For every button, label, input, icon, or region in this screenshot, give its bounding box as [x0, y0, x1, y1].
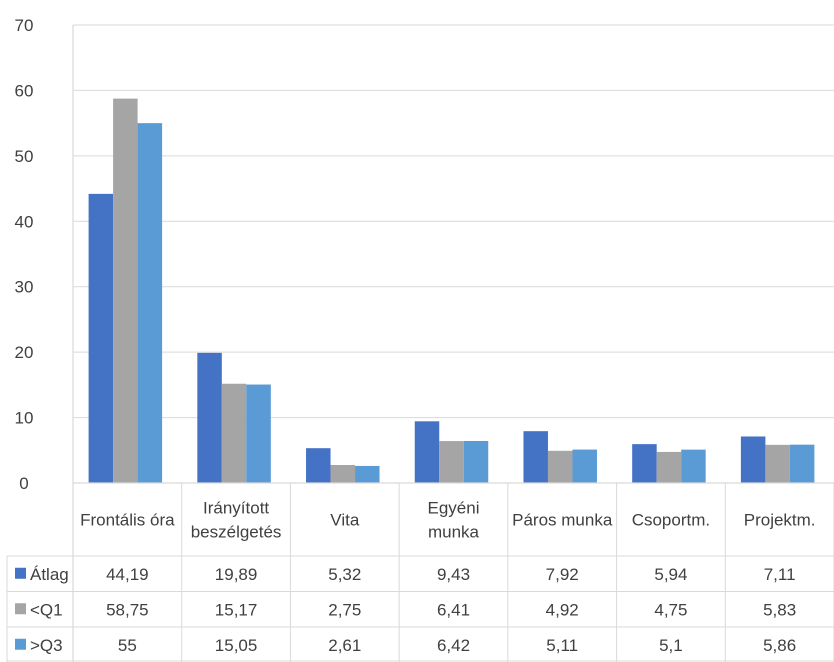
table-value: 2,75 [328, 600, 361, 619]
table-value: 5,94 [654, 565, 687, 584]
bar-2-5 [681, 449, 706, 483]
category-label: Páros munka [512, 511, 613, 530]
y-tick-label: 0 [19, 474, 28, 493]
table-value: 15,17 [215, 600, 258, 619]
category-label: beszélgetés [191, 523, 282, 542]
table-value: 5,86 [763, 636, 796, 655]
legend-label: Átlag [30, 565, 69, 584]
y-tick-label: 50 [15, 147, 34, 166]
bar-0-1 [197, 352, 222, 483]
y-tick-label: 30 [15, 278, 34, 297]
bars [88, 98, 815, 484]
table-value: 9,43 [437, 565, 470, 584]
bar-1-6 [765, 444, 790, 483]
table-value: 44,19 [106, 565, 149, 584]
bar-0-0 [88, 193, 114, 483]
legend-key-0 [15, 567, 26, 579]
bar-2-2 [355, 465, 380, 483]
category-label: munka [428, 523, 480, 542]
y-axis: 0 10 20 30 40 50 60 70 [15, 16, 34, 493]
bar-1-2 [330, 465, 356, 483]
category-label: Egyéni [428, 499, 480, 518]
bar-1-5 [656, 451, 682, 483]
bar-0-3 [414, 421, 440, 483]
bar-2-4 [572, 449, 597, 483]
gridlines [73, 24, 834, 419]
bar-2-3 [463, 440, 489, 483]
table-value: 7,92 [546, 565, 579, 584]
table-value: 7,11 [764, 565, 796, 584]
legend-key-2 [15, 638, 26, 650]
bar-2-1 [246, 384, 271, 483]
bar-0-5 [632, 444, 657, 483]
table-value: 19,89 [215, 565, 258, 584]
bar-1-3 [439, 441, 464, 483]
legend-label: >Q3 [30, 636, 63, 655]
y-tick-label: 20 [15, 343, 34, 362]
bar-1-1 [221, 383, 247, 483]
category-label: Csoportm. [632, 511, 710, 530]
table-value: 5,83 [763, 600, 796, 619]
bar-2-0 [137, 123, 163, 484]
y-tick-label: 60 [15, 81, 34, 100]
table-value: 5,11 [546, 636, 578, 655]
table-value: 15,05 [215, 636, 258, 655]
legend-label: <Q1 [30, 600, 63, 619]
table-value: 5,1 [659, 636, 683, 655]
bar-0-2 [306, 448, 331, 483]
bar-1-4 [547, 450, 573, 483]
bar-2-6 [789, 444, 815, 483]
category-label: Frontális óra [80, 511, 175, 530]
table-value: 6,42 [437, 636, 470, 655]
y-tick-label: 40 [15, 212, 34, 231]
table-value: 4,75 [654, 600, 687, 619]
category-label: Irányított [203, 499, 269, 518]
y-tick-label: 10 [15, 409, 34, 428]
category-label: Projektm. [744, 511, 816, 530]
bar-0-6 [740, 436, 766, 483]
y-tick-label: 70 [15, 16, 34, 35]
table-value: 5,32 [328, 565, 361, 584]
table-value: 6,41 [437, 600, 470, 619]
bar-1-0 [113, 98, 138, 483]
table-value: 58,75 [106, 600, 149, 619]
table-value: 55 [118, 636, 137, 655]
table-value: 2,61 [328, 636, 361, 655]
legend-key-1 [15, 603, 26, 615]
category-label: Vita [330, 511, 360, 530]
bar-0-4 [523, 431, 548, 483]
data-table: Frontális óra Irányított beszélgetés Vita Eg… [6, 25, 834, 662]
table-value: 4,92 [546, 600, 579, 619]
